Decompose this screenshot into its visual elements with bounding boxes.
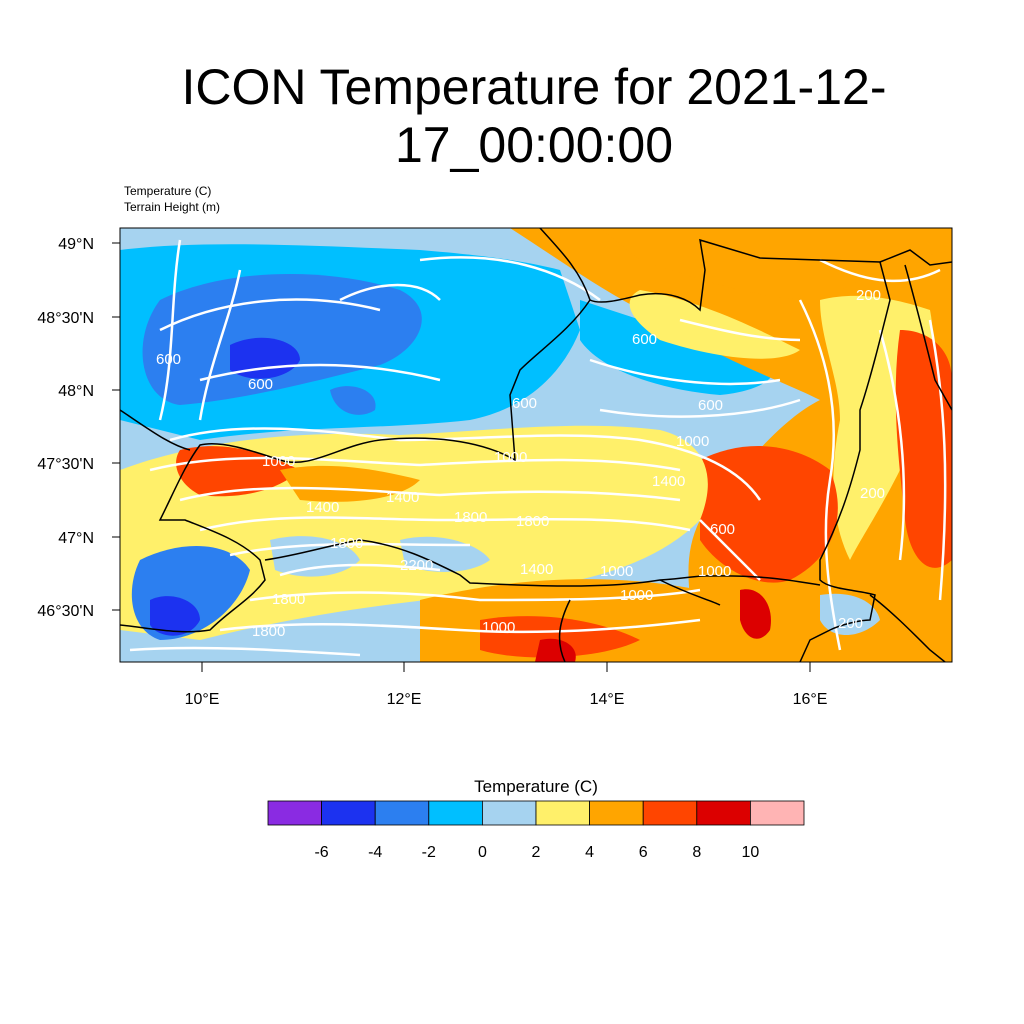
map-title: ICON Temperature for 2021-12-17_00:00:00 xyxy=(181,59,887,173)
colorbar-swatch xyxy=(535,800,590,826)
lat-tick-label: 47°30'N xyxy=(37,456,94,473)
lat-tick-label: 48°N xyxy=(58,383,94,400)
colorbar-tick-label: -6 xyxy=(314,844,328,861)
contour-label: 600 xyxy=(156,351,181,368)
contour-label: 600 xyxy=(698,397,723,414)
country-borders xyxy=(120,228,952,662)
lon-tick-label: 16°E xyxy=(793,691,828,708)
colorbar-tick-label: 6 xyxy=(639,844,648,861)
lon-tick-label: 14°E xyxy=(590,691,625,708)
colorbar-tick-label: 0 xyxy=(478,844,487,861)
lat-tick-marks xyxy=(112,242,120,611)
lat-tick-label: 46°30'N xyxy=(37,603,94,620)
contour-label: 1000 xyxy=(494,449,527,466)
contour-label: 1800 xyxy=(330,535,363,552)
contour-label: 600 xyxy=(512,395,537,412)
colorbar-title: Temperature (C) xyxy=(474,777,598,796)
contour-label: 1800 xyxy=(252,623,285,640)
contour-labels: 600 600 600 600 600 200 1000 1000 1400 1… xyxy=(156,287,885,640)
contour-label: 1800 xyxy=(272,591,305,608)
contour-label: 1000 xyxy=(600,563,633,580)
subtitle-terrain: Terrain Height (m) xyxy=(124,200,221,214)
subtitle-temperature: Temperature (C) xyxy=(124,184,212,198)
lat-tick-label: 49°N xyxy=(58,236,94,253)
colorbar-swatch xyxy=(481,800,537,826)
contour-label: 1400 xyxy=(386,489,419,506)
colorbar-swatch xyxy=(750,800,805,826)
colorbar-tick-label: 8 xyxy=(692,844,701,861)
contour-label: 200 xyxy=(838,615,863,632)
colorbar-swatch xyxy=(428,800,483,826)
plot-frame xyxy=(119,227,953,663)
colorbar: -6 -4 -2 0 2 4 6 8 10 xyxy=(267,800,805,861)
colorbar-tick-label: 10 xyxy=(742,844,760,861)
contour-label: 1000 xyxy=(698,563,731,580)
contour-label: 1800 xyxy=(516,513,549,530)
contour-label: 1800 xyxy=(454,509,487,526)
colorbar-swatch xyxy=(589,800,644,826)
colorbar-swatch xyxy=(642,800,698,826)
contour-label: 2200 xyxy=(400,557,433,574)
lon-tick-label: 10°E xyxy=(185,691,220,708)
colorbar-tick-label: -4 xyxy=(368,844,382,861)
colorbar-tick-label: 2 xyxy=(532,844,541,861)
contour-label: 1000 xyxy=(620,587,653,604)
contour-label: 600 xyxy=(710,521,735,538)
lon-tick-label: 12°E xyxy=(387,691,422,708)
contour-label: 1400 xyxy=(652,473,685,490)
colorbar-tick-label: 4 xyxy=(585,844,594,861)
contour-label: 1000 xyxy=(482,619,515,636)
temperature-field xyxy=(120,228,952,662)
colorbar-swatch xyxy=(267,800,322,826)
contour-label: 200 xyxy=(860,485,885,502)
lat-tick-labels: 49°N 48°30'N 48°N 47°30'N 47°N 46°30'N xyxy=(37,236,94,620)
contour-label: 600 xyxy=(632,331,657,348)
contour-label: 200 xyxy=(856,287,881,304)
contour-label: 1000 xyxy=(262,453,295,470)
lat-tick-label: 47°N xyxy=(58,530,94,547)
contour-label: 600 xyxy=(248,376,273,393)
colorbar-tick-label: -2 xyxy=(422,844,436,861)
contour-label: 1000 xyxy=(676,433,709,450)
contour-label: 1400 xyxy=(306,499,339,516)
lon-tick-labels: 10°E 12°E 14°E 16°E xyxy=(185,691,828,708)
contour-label: 1400 xyxy=(520,561,553,578)
colorbar-swatch xyxy=(321,800,376,826)
terrain-contours xyxy=(129,239,947,657)
lat-tick-label: 48°30'N xyxy=(37,310,94,327)
lon-tick-marks xyxy=(201,662,811,672)
colorbar-swatch xyxy=(696,800,751,826)
colorbar-swatch xyxy=(374,800,430,826)
